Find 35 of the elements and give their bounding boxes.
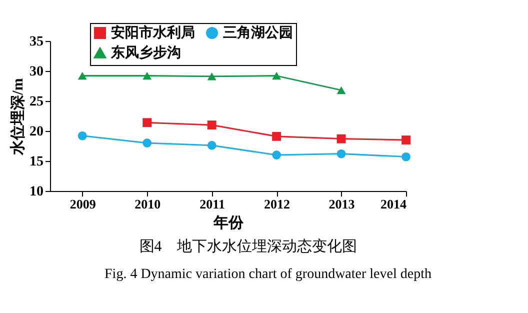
x-tick-label: 2014: [380, 196, 407, 212]
point: [207, 120, 216, 130]
legend-label: 安阳市水利局: [111, 24, 195, 41]
point: [272, 150, 282, 160]
x-axis-title: 年份: [212, 214, 244, 232]
y-tick-label: 35: [30, 34, 44, 50]
point: [336, 134, 346, 144]
x-tick-label: 2009: [70, 196, 96, 212]
y-axis-title: 水位埋深/m: [10, 78, 26, 156]
caption: Fig. 4 Dynamic variation chart of groundwater level depth: [104, 267, 432, 282]
legend-label: 东风乡步沟: [110, 44, 181, 61]
y-tick-label: 25: [30, 94, 44, 110]
point: [142, 72, 152, 80]
x-tick-label: 2011: [200, 196, 225, 212]
y-tick-label: 10: [30, 184, 44, 200]
x-tick-label: 2012: [264, 196, 290, 212]
point: [402, 152, 410, 162]
point: [207, 140, 216, 150]
y-tick-label: 20: [30, 124, 44, 140]
y-tick-label: 15: [30, 154, 44, 170]
x-tick-label: 2013: [328, 196, 356, 212]
point: [78, 72, 87, 80]
point: [336, 86, 346, 94]
y-tick-label: 30: [30, 64, 44, 80]
point: [142, 138, 152, 148]
point: [142, 118, 152, 128]
legend-label: 三角湖公园: [223, 25, 293, 41]
x-tick-label: 2010: [134, 196, 161, 212]
point: [78, 131, 87, 140]
point: [272, 72, 282, 80]
point: [272, 132, 282, 141]
caption: 图4 地下水水位埋深动态变化图: [139, 238, 357, 255]
point: [402, 136, 410, 144]
point: [207, 72, 216, 80]
point: [336, 149, 346, 158]
